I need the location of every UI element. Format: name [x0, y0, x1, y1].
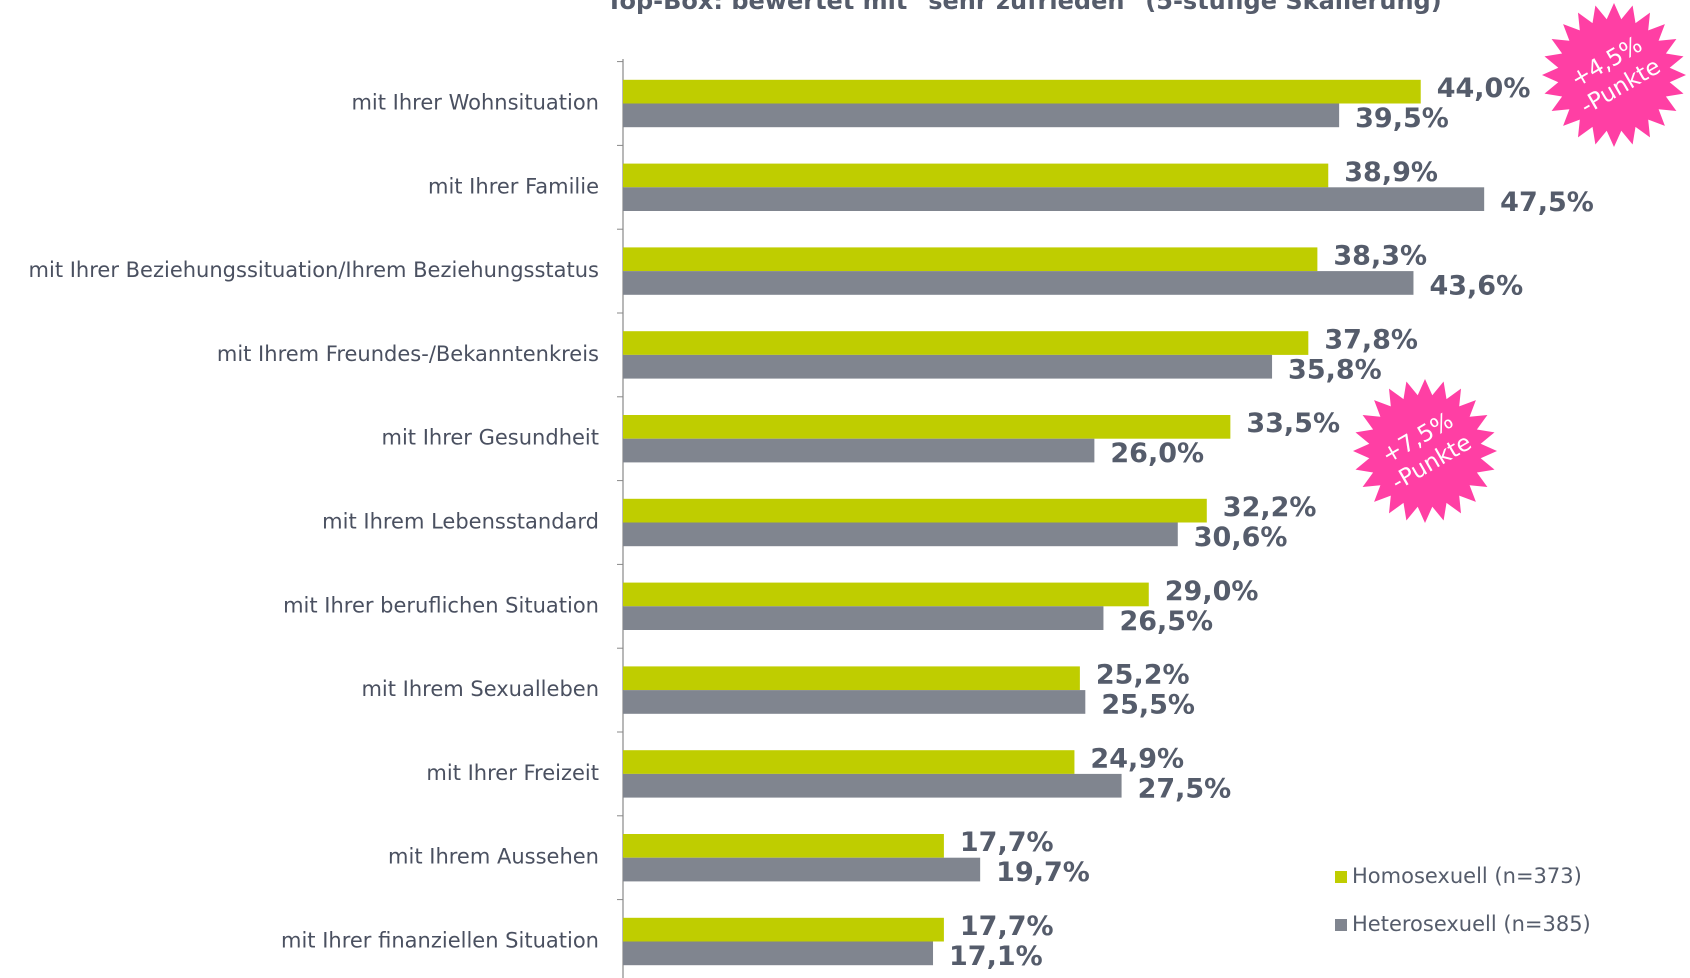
- value-label: 17,7%: [960, 827, 1054, 858]
- bar: [623, 438, 1095, 463]
- bar: [623, 750, 1075, 774]
- legend-swatch: [1335, 871, 1347, 883]
- value-label: 25,5%: [1101, 690, 1195, 721]
- starburst: +4,5%-Punkte: [1542, 3, 1686, 147]
- category-label: mit Ihrer Familie: [428, 174, 599, 198]
- value-label: 43,6%: [1429, 271, 1523, 302]
- value-label: 17,7%: [960, 911, 1054, 942]
- bar: [623, 606, 1104, 630]
- value-label: 19,7%: [996, 857, 1090, 888]
- category-label: mit Ihrer Freizeit: [426, 761, 599, 785]
- bar: [623, 79, 1421, 104]
- legend-label: Heterosexuell (n=385): [1352, 912, 1591, 936]
- bar: [623, 773, 1122, 798]
- value-label: 47,5%: [1500, 187, 1594, 218]
- starburst: +7,5%-Punkte: [1353, 379, 1497, 523]
- bar: [623, 163, 1329, 188]
- category-label: mit Ihrer Wohnsituation: [351, 91, 599, 115]
- starburst-shape: [1353, 379, 1497, 523]
- category-label: mit Ihrem Sexualleben: [361, 677, 599, 701]
- value-label: 38,3%: [1333, 241, 1427, 272]
- value-label: 26,5%: [1119, 606, 1213, 637]
- bar: [623, 941, 934, 966]
- value-label: 30,6%: [1194, 522, 1288, 553]
- category-label: mit Ihrer Beziehungssituation/Ihrem Bezi…: [29, 258, 599, 282]
- starburst-shape: [1542, 3, 1686, 147]
- value-label: 33,5%: [1246, 408, 1340, 439]
- bar: [623, 582, 1149, 607]
- bar: [623, 271, 1414, 295]
- bar: [623, 103, 1340, 128]
- bar: [623, 247, 1318, 272]
- chart-title: Top-Box: bewertet mit "sehr zufrieden" (…: [606, 0, 1441, 15]
- bar: [623, 522, 1178, 547]
- value-label: 27,5%: [1138, 773, 1232, 804]
- category-label: mit Ihrer Gesundheit: [382, 426, 600, 450]
- bar: [623, 354, 1273, 379]
- category-label: mit Ihrer beruflichen Situation: [283, 593, 599, 617]
- bar: [623, 834, 944, 858]
- bar: [623, 415, 1231, 439]
- value-label: 39,5%: [1355, 103, 1449, 134]
- value-label: 32,2%: [1223, 492, 1317, 523]
- bar: [623, 187, 1485, 211]
- value-label: 24,9%: [1090, 743, 1184, 774]
- value-label: 37,8%: [1324, 324, 1418, 355]
- value-label: 38,9%: [1344, 157, 1438, 188]
- bar: [623, 331, 1309, 355]
- legend-label: Homosexuell (n=373): [1352, 864, 1582, 888]
- category-label: mit Ihrem Freundes-/Bekanntenkreis: [217, 342, 599, 366]
- bar: [623, 857, 981, 882]
- value-label: 25,2%: [1096, 660, 1190, 691]
- bar: [623, 666, 1080, 691]
- bar: [623, 917, 944, 942]
- legend-swatch: [1335, 919, 1347, 931]
- category-label: mit Ihrem Aussehen: [388, 845, 599, 869]
- bar: [623, 690, 1086, 714]
- value-label: 35,8%: [1288, 354, 1382, 385]
- value-label: 29,0%: [1165, 576, 1259, 607]
- value-label: 44,0%: [1437, 73, 1531, 104]
- bar: [623, 498, 1207, 523]
- value-label: 26,0%: [1110, 438, 1204, 469]
- value-label: 17,1%: [949, 941, 1043, 972]
- category-label: mit Ihrer finanziellen Situation: [281, 929, 599, 953]
- category-label: mit Ihrem Lebensstandard: [322, 510, 599, 534]
